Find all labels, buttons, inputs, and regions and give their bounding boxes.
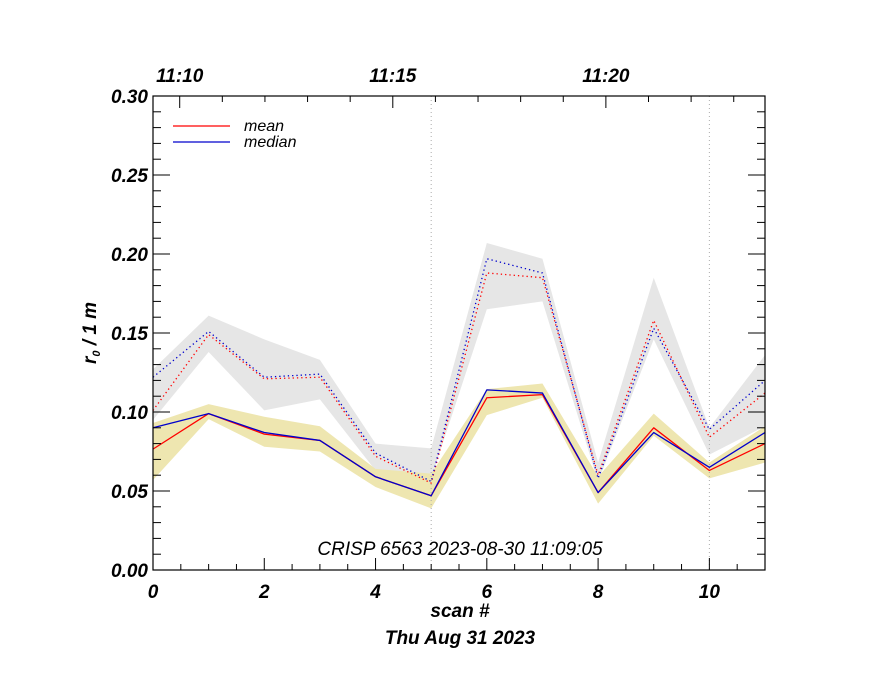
series-line-1 — [152, 258, 766, 483]
x-tick-label: 8 — [593, 582, 604, 603]
y-tick-label: 0.25 — [111, 166, 148, 187]
top-tick-label: 11:10 — [156, 66, 204, 87]
legend: mean median — [173, 118, 297, 151]
band-upper — [153, 242, 765, 482]
top-tick-label: 11:15 — [369, 66, 417, 87]
y-tick-label: 0.05 — [111, 482, 148, 503]
x-axis-date: Thu Aug 31 2023 — [385, 628, 536, 649]
svg-text:r0 / 1 m: r0 / 1 m — [80, 302, 103, 364]
x-tick-label: 2 — [258, 582, 270, 603]
y-tick-label: 0.30 — [111, 87, 148, 108]
tick-labels: 0 2 4 6 8 10 0.00 0.05 0.10 0.15 0.20 0.25 0.30 11:10… — [111, 66, 720, 603]
legend-label-mean: mean — [244, 118, 284, 135]
y-axis-title-rest: / 1 m — [80, 302, 101, 351]
x-tick-label: 10 — [699, 582, 721, 603]
y-tick-label: 0.10 — [111, 403, 148, 424]
annotation-label: CRISP 6563 2023-08-30 11:09:05 — [317, 539, 603, 560]
x-tick-label: 0 — [148, 582, 159, 603]
y-axis-title-main: r — [80, 355, 101, 364]
vertical-markers — [430, 96, 710, 570]
y-axis-title-sub: 0 — [91, 350, 103, 357]
x-tick-label: 4 — [369, 582, 381, 603]
data-lines — [152, 258, 766, 497]
y-tick-label: 0.00 — [111, 561, 148, 582]
y-axis-title: r0 / 1 m — [80, 302, 103, 364]
y-tick-label: 0.20 — [111, 245, 148, 266]
series-line-3 — [152, 389, 766, 497]
axes — [152, 95, 766, 571]
series-line-2 — [152, 393, 766, 497]
top-tick-label: 11:20 — [582, 66, 630, 87]
x-axis-title: scan # — [430, 601, 490, 622]
x-tick-label: 6 — [482, 582, 493, 603]
range-bands — [153, 242, 765, 509]
legend-label-median: median — [244, 134, 297, 151]
y-tick-label: 0.15 — [111, 324, 148, 345]
